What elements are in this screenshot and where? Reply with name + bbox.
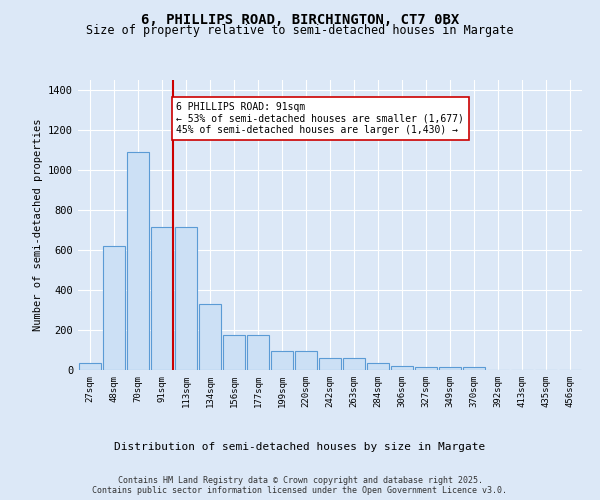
Bar	[175, 227, 197, 370]
Text: 6, PHILLIPS ROAD, BIRCHINGTON, CT7 0BX: 6, PHILLIPS ROAD, BIRCHINGTON, CT7 0BX	[141, 12, 459, 26]
Text: Contains HM Land Registry data © Crown copyright and database right 2025.
Contai: Contains HM Land Registry data © Crown c…	[92, 476, 508, 495]
Bar	[271, 351, 293, 370]
Bar	[79, 363, 101, 370]
Bar	[415, 367, 437, 370]
Bar	[247, 335, 269, 370]
Y-axis label: Number of semi-detached properties: Number of semi-detached properties	[32, 118, 43, 331]
Text: Size of property relative to semi-detached houses in Margate: Size of property relative to semi-detach…	[86, 24, 514, 37]
Text: Distribution of semi-detached houses by size in Margate: Distribution of semi-detached houses by …	[115, 442, 485, 452]
Bar	[319, 358, 341, 370]
Bar	[463, 367, 485, 370]
Bar	[199, 304, 221, 370]
Bar	[223, 335, 245, 370]
Bar	[103, 246, 125, 370]
Bar	[127, 152, 149, 370]
Bar	[295, 351, 317, 370]
Bar	[343, 358, 365, 370]
Bar	[367, 363, 389, 370]
Bar	[439, 367, 461, 370]
Bar	[151, 227, 173, 370]
Text: 6 PHILLIPS ROAD: 91sqm
← 53% of semi-detached houses are smaller (1,677)
45% of : 6 PHILLIPS ROAD: 91sqm ← 53% of semi-det…	[176, 102, 464, 135]
Bar	[391, 366, 413, 370]
